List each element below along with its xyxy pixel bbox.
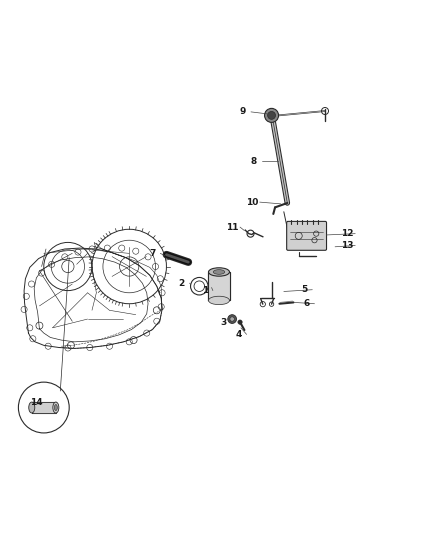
Text: 12: 12: [341, 229, 353, 238]
Ellipse shape: [53, 402, 59, 413]
Text: 10: 10: [246, 198, 258, 207]
Polygon shape: [32, 402, 56, 413]
Ellipse shape: [208, 268, 230, 276]
FancyBboxPatch shape: [286, 221, 326, 251]
Ellipse shape: [29, 402, 35, 413]
Text: 11: 11: [226, 223, 238, 231]
Ellipse shape: [54, 405, 57, 410]
Text: 5: 5: [301, 285, 307, 294]
Text: 2: 2: [179, 279, 185, 288]
Ellipse shape: [208, 296, 230, 305]
Circle shape: [238, 320, 242, 324]
Circle shape: [268, 111, 276, 119]
Text: 7: 7: [149, 249, 155, 258]
Text: 6: 6: [304, 299, 310, 308]
Text: 4: 4: [236, 330, 242, 339]
Circle shape: [228, 314, 237, 324]
Text: 1: 1: [202, 286, 208, 295]
Circle shape: [265, 108, 279, 123]
Text: 3: 3: [220, 318, 226, 327]
Text: 8: 8: [251, 157, 257, 166]
Text: 13: 13: [341, 241, 353, 250]
Polygon shape: [208, 272, 230, 301]
Text: 14: 14: [30, 398, 42, 407]
Ellipse shape: [213, 270, 225, 274]
Circle shape: [230, 317, 234, 321]
Text: 9: 9: [240, 107, 246, 116]
